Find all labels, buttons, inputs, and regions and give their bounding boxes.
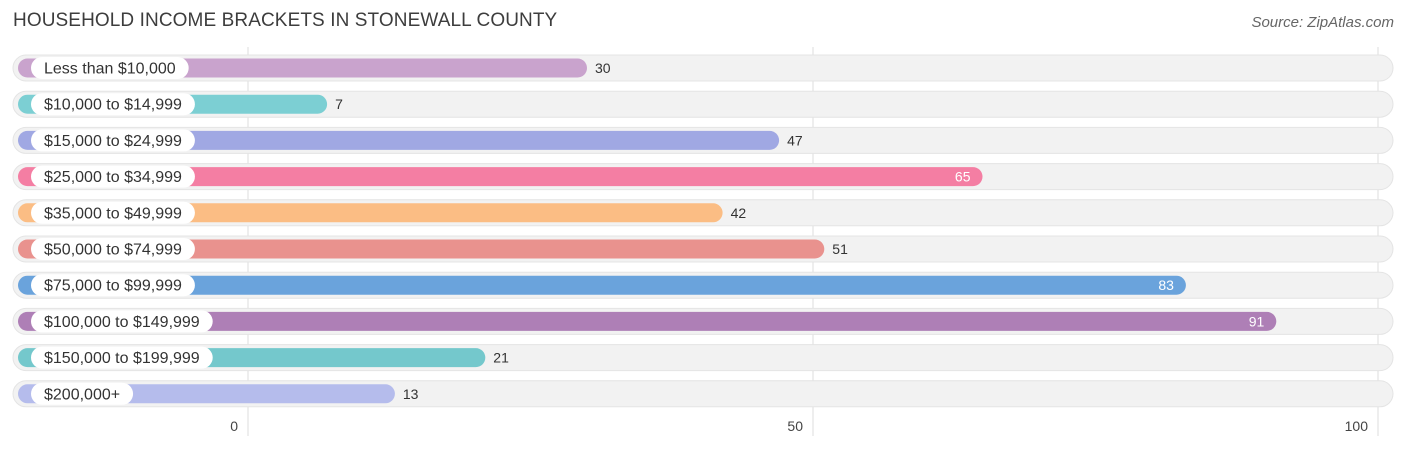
bar-row: $25,000 to $34,999 65 (18, 165, 983, 188)
category-label: $100,000 to $149,999 (44, 314, 200, 331)
row-track (12, 90, 1394, 118)
category-label-pill (31, 129, 195, 152)
x-tick-label: 50 (787, 418, 803, 434)
category-label-pill (31, 274, 195, 297)
bar (18, 167, 983, 187)
row-layer: Less than $10,000 30$10,000 to $14,999 7$1… (12, 54, 1394, 408)
x-tick-label: 100 (1345, 418, 1369, 434)
bar (18, 203, 723, 223)
bar (18, 275, 1186, 295)
bar-row: Less than $10,000 30 (18, 57, 611, 79)
category-label-pill (31, 346, 213, 369)
category-label-pill (31, 382, 134, 405)
bar (18, 311, 1277, 331)
bar (18, 130, 780, 150)
category-label-pill (31, 201, 195, 224)
category-label: $25,000 to $34,999 (44, 169, 182, 186)
value-label: 7 (335, 96, 343, 112)
category-label: $150,000 to $199,999 (44, 350, 200, 367)
value-label: 21 (493, 350, 509, 366)
category-label-pill (31, 238, 195, 260)
category-label-pill (31, 310, 213, 333)
x-axis: 0 50 100 (230, 418, 1368, 434)
bar-row: $75,000 to $99,999 83 (18, 274, 1186, 297)
bar-row: $50,000 to $74,999 51 (18, 238, 848, 260)
bar-row: $100,000 to $149,999 91 (18, 310, 1277, 333)
category-label: $75,000 to $99,999 (44, 278, 182, 295)
value-label: 65 (955, 169, 971, 185)
value-label: 83 (1158, 277, 1174, 293)
bar-row: $10,000 to $14,999 7 (18, 93, 343, 116)
category-label: $15,000 to $24,999 (44, 133, 182, 150)
bar-row: $35,000 to $49,999 42 (18, 201, 747, 224)
category-label-pill (31, 165, 195, 188)
category-label: $35,000 to $49,999 (44, 205, 182, 222)
value-label: 30 (595, 60, 611, 76)
value-label: 13 (403, 386, 419, 402)
value-label: 42 (731, 205, 747, 221)
category-label: Less than $10,000 (44, 61, 176, 78)
category-label-pill (31, 93, 195, 116)
value-label: 91 (1249, 313, 1265, 329)
chart-title: HOUSEHOLD INCOME BRACKETS IN STONEWALL C… (13, 10, 558, 31)
category-label-pill (31, 57, 189, 79)
bar (18, 239, 825, 259)
value-label: 47 (787, 132, 803, 148)
category-label: $50,000 to $74,999 (44, 242, 182, 259)
category-label: $10,000 to $14,999 (44, 97, 182, 114)
value-label: 51 (832, 241, 848, 257)
bar-row: $200,000+ 13 (18, 382, 419, 405)
source-note: Source: ZipAtlas.com (1251, 14, 1394, 31)
bar-row: $150,000 to $199,999 21 (18, 346, 509, 369)
bar-row: $15,000 to $24,999 47 (18, 129, 803, 152)
x-tick-label: 0 (230, 418, 238, 434)
category-label: $200,000+ (44, 386, 120, 403)
